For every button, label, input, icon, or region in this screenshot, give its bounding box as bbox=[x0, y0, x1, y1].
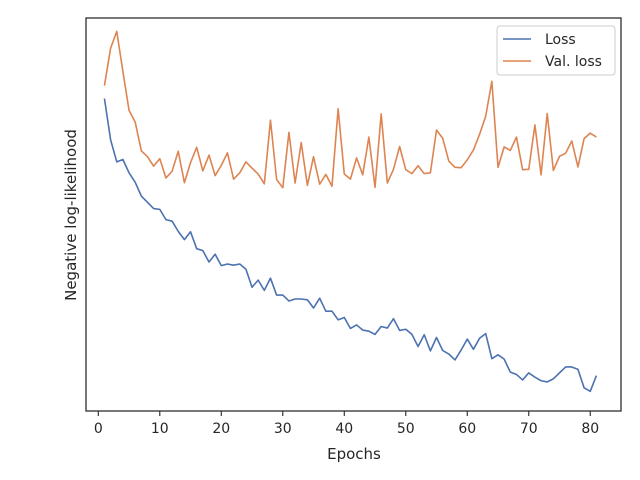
legend-label-loss: Loss bbox=[545, 32, 576, 48]
plot-background bbox=[86, 18, 621, 411]
x-tick-label: 60 bbox=[458, 421, 476, 437]
series-line-val-loss bbox=[103, 30, 597, 189]
plot-area bbox=[85, 17, 622, 412]
legend: Loss Val. loss bbox=[496, 25, 616, 76]
x-tick-label: 80 bbox=[581, 421, 599, 437]
x-tick-label: 30 bbox=[274, 421, 292, 437]
x-tick-label: 10 bbox=[151, 421, 169, 437]
x-axis: 0 10 20 30 40 50 60 70 80 bbox=[94, 411, 599, 437]
x-tick-label: 50 bbox=[397, 421, 415, 437]
x-axis-label: Epochs bbox=[327, 445, 381, 463]
x-tick-label: 0 bbox=[94, 421, 103, 437]
legend-label-val-loss: Val. loss bbox=[545, 54, 602, 70]
series-line-loss bbox=[103, 98, 598, 393]
plot-frame bbox=[85, 17, 622, 412]
x-tick-label: 40 bbox=[335, 421, 353, 437]
x-tick-label: 20 bbox=[212, 421, 230, 437]
y-axis-label: Negative log-likelihood bbox=[62, 129, 80, 301]
series-layer bbox=[103, 30, 598, 393]
x-tick-label: 70 bbox=[520, 421, 538, 437]
